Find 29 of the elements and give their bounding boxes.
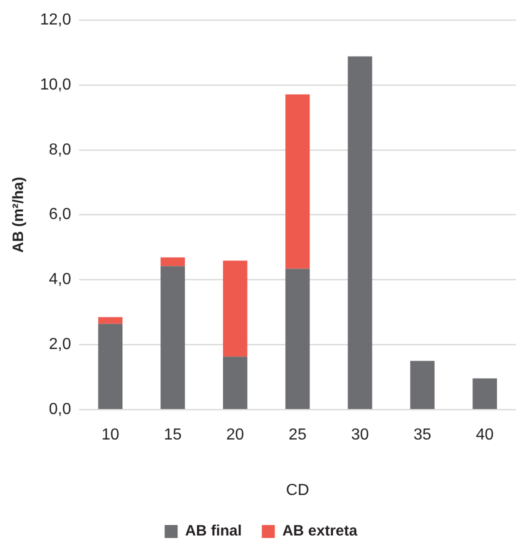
x-tick-label: 40 xyxy=(476,426,494,444)
bar xyxy=(160,266,185,409)
x-tick-label: 15 xyxy=(164,426,182,444)
bar xyxy=(472,378,497,409)
y-axis-title: AB (m²/ha) xyxy=(10,176,28,253)
bar xyxy=(160,257,185,266)
bar xyxy=(285,268,310,409)
y-tick-label: 0,0 xyxy=(48,401,72,418)
bar xyxy=(410,360,435,409)
y-tick-label: 8,0 xyxy=(48,141,72,158)
legend-label: AB final xyxy=(185,522,242,540)
x-tick-label: 30 xyxy=(351,426,369,444)
x-tick-label: 35 xyxy=(413,426,432,444)
x-tick-label: 25 xyxy=(288,426,307,444)
y-tick-label: 6,0 xyxy=(48,206,72,224)
x-axis-title: CD xyxy=(286,482,310,499)
y-tick-label: 2,0 xyxy=(48,336,72,354)
bar xyxy=(348,56,372,409)
x-tick-label: 20 xyxy=(226,426,244,444)
bar xyxy=(98,324,123,409)
x-tick-label: 10 xyxy=(101,426,120,444)
legend-label: AB extreta xyxy=(282,522,358,540)
bar xyxy=(98,317,123,324)
bar xyxy=(222,356,248,409)
y-tick-label: 4,0 xyxy=(48,271,72,288)
bar xyxy=(222,260,248,357)
bar xyxy=(285,94,310,269)
y-tick-label: 12,0 xyxy=(40,11,72,28)
y-tick-label: 10,0 xyxy=(40,76,72,94)
